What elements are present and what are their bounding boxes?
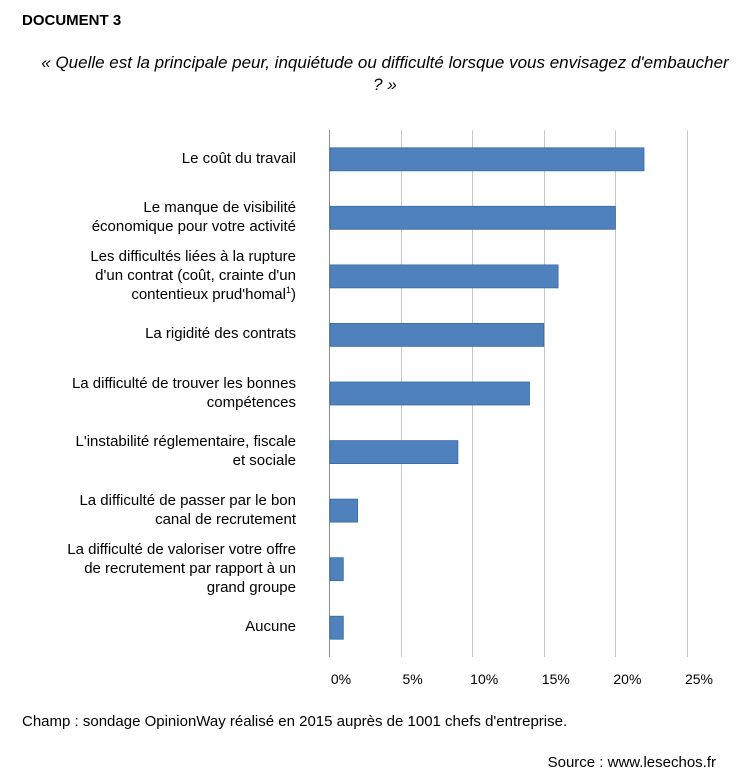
- category-label: Les difficultés liées à la rupture d'un c…: [90, 247, 296, 303]
- bar: [329, 615, 344, 640]
- bar: [329, 205, 616, 230]
- category-label: La difficulté de passer par le bon canal …: [79, 491, 296, 528]
- category-label: La difficulté de valoriser votre offre de…: [67, 540, 296, 596]
- bar: [329, 557, 344, 582]
- category-label: Le coût du travail: [181, 149, 296, 167]
- chart-x-ticks: 0% 5% 10% 15% 20% 25%: [331, 671, 713, 687]
- bar: [329, 147, 645, 172]
- category-label: La difficulté de trouver les bonnes compé…: [71, 374, 296, 411]
- x-tick-label: 0%: [331, 671, 351, 687]
- bar: [329, 322, 545, 347]
- document-label: DOCUMENT 3: [22, 12, 122, 29]
- footnote: Champ : sondage OpinionWay réalisé en 20…: [22, 713, 568, 730]
- survey-question: « Quelle est la principale peur, inquiét…: [41, 53, 729, 94]
- source-note: Source : www.lesechos.fr: [547, 754, 716, 771]
- category-label: Le manque de visibilité économique pour v…: [91, 198, 296, 235]
- category-label: La rigidité des contrats: [145, 325, 296, 343]
- bar: [329, 440, 459, 465]
- x-tick-label: 20%: [613, 671, 641, 687]
- chart-bars: [329, 147, 645, 640]
- x-tick-label: 15%: [542, 671, 570, 687]
- bar: [329, 498, 359, 523]
- bar: [329, 381, 530, 406]
- x-tick-label: 5%: [402, 671, 422, 687]
- x-tick-label: 10%: [470, 671, 498, 687]
- x-tick-label: 25%: [685, 671, 713, 687]
- category-label: L'instabilité réglementaire, fiscale et s…: [75, 433, 296, 470]
- bar: [329, 264, 559, 289]
- category-label: Aucune: [245, 618, 296, 636]
